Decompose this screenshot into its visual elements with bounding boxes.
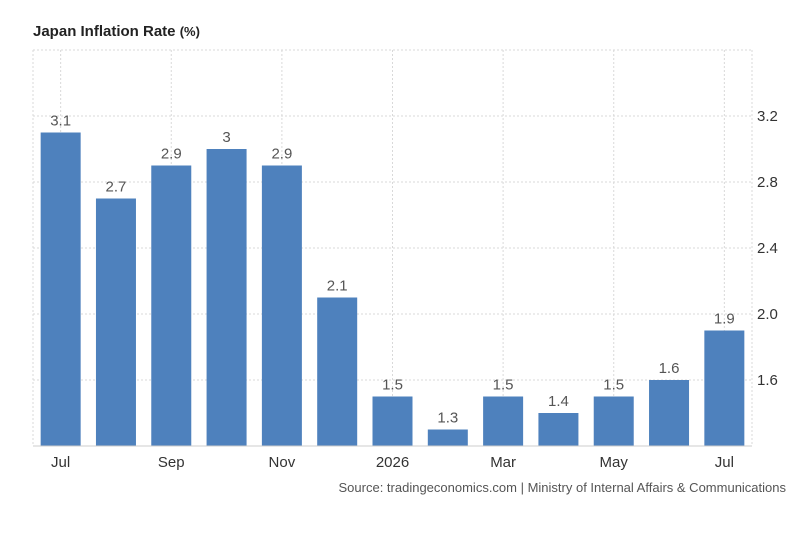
y-tick-label: 2.4 xyxy=(757,240,778,257)
bar-value-label: 1.4 xyxy=(548,393,569,410)
x-tick-label: Nov xyxy=(269,454,296,471)
x-tick-label: Jul xyxy=(715,454,734,471)
bar xyxy=(538,413,579,446)
chart-title-text: Japan Inflation Rate xyxy=(33,23,176,40)
y-tick-label: 1.6 xyxy=(757,372,778,389)
bar-value-label: 3.1 xyxy=(50,113,71,130)
bar xyxy=(483,396,524,446)
bar-value-label: 2.9 xyxy=(161,146,182,163)
y-axis: 1.6 2.0 2.4 2.8 3.2 xyxy=(757,108,778,389)
bar xyxy=(649,380,690,446)
bars xyxy=(40,132,745,446)
bar xyxy=(704,330,745,446)
bar xyxy=(261,165,302,446)
bar-value-label: 2.1 xyxy=(327,278,348,295)
bar-value-label: 1.3 xyxy=(437,410,458,427)
x-tick-label: Sep xyxy=(158,454,185,471)
y-tick-label: 2.0 xyxy=(757,306,778,323)
chart-unit: (%) xyxy=(179,24,200,39)
bar-value-label: 1.5 xyxy=(603,377,624,394)
x-tick-label: 2026 xyxy=(376,454,409,471)
x-tick-label: Jul xyxy=(51,454,70,471)
bar xyxy=(95,198,136,446)
bar xyxy=(317,297,358,446)
y-tick-label: 3.2 xyxy=(757,108,778,125)
x-tick-label: Mar xyxy=(490,454,516,471)
bar-value-label: 1.5 xyxy=(382,377,403,394)
bar xyxy=(151,165,192,446)
value-labels: 3.1 2.7 2.9 3 2.9 2.1 1.5 1.3 1.5 1.4 1.5 1.6 1.9 xyxy=(50,113,735,427)
bar xyxy=(372,396,413,446)
source-note: Source: tradingeconomics.com | Ministry … xyxy=(338,480,786,495)
bar xyxy=(427,429,468,446)
bar-value-label: 2.9 xyxy=(271,146,292,163)
bar xyxy=(206,149,247,446)
x-tick-label: May xyxy=(600,454,629,471)
bar-value-label: 1.6 xyxy=(659,360,680,377)
bar-value-label: 2.7 xyxy=(106,179,127,196)
x-axis: Jul Sep Nov 2026 Mar May Jul xyxy=(33,445,752,471)
bar xyxy=(40,132,81,446)
bar-value-label: 1.9 xyxy=(714,311,735,328)
bar-value-label: 3 xyxy=(222,129,230,146)
y-tick-label: 2.8 xyxy=(757,174,778,191)
bar-value-label: 1.5 xyxy=(493,377,514,394)
bar xyxy=(593,396,634,446)
chart-title: Japan Inflation Rate (%) xyxy=(33,23,200,40)
